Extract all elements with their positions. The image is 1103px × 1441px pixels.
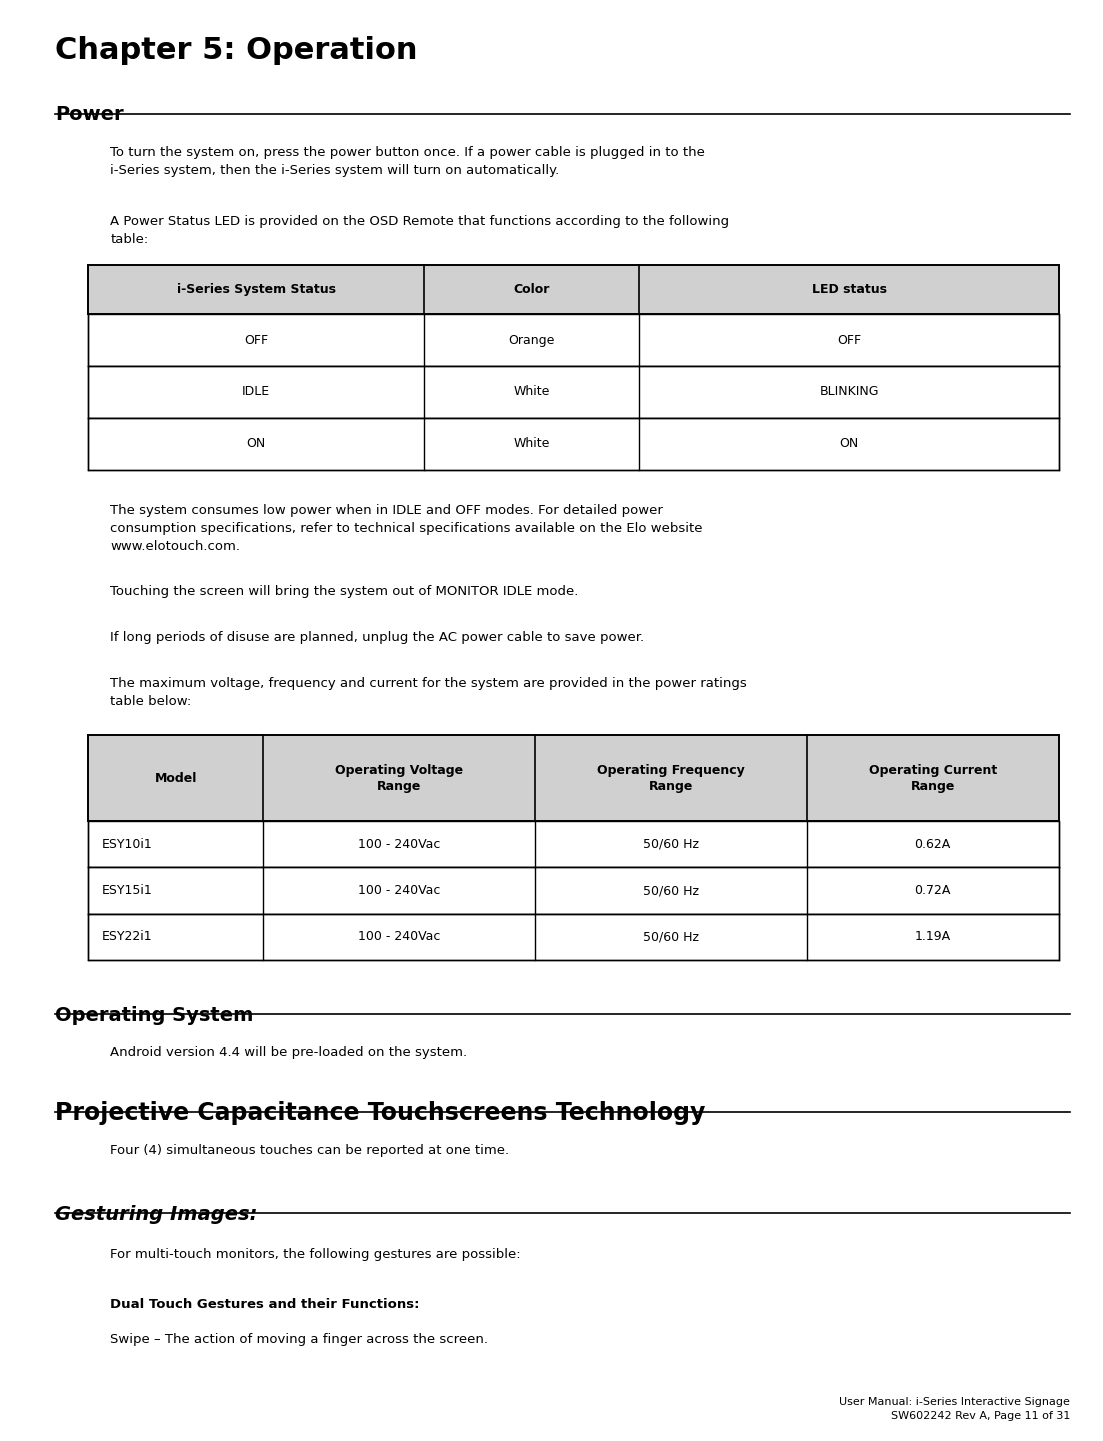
Bar (88, 735, 1059, 821)
Text: 100 - 240Vac: 100 - 240Vac (357, 883, 440, 898)
Text: Swipe – The action of moving a finger across the screen.: Swipe – The action of moving a finger ac… (110, 1333, 489, 1346)
Text: ESY10i1: ESY10i1 (101, 837, 152, 852)
Text: 50/60 Hz: 50/60 Hz (643, 929, 698, 944)
Text: 50/60 Hz: 50/60 Hz (643, 883, 698, 898)
Bar (88, 366, 1059, 418)
Text: Four (4) simultaneous touches can be reported at one time.: Four (4) simultaneous touches can be rep… (110, 1144, 510, 1157)
Text: ON: ON (246, 437, 266, 451)
Text: i-Series System Status: i-Series System Status (176, 282, 335, 297)
Text: Android version 4.4 will be pre-loaded on the system.: Android version 4.4 will be pre-loaded o… (110, 1046, 468, 1059)
Text: OFF: OFF (837, 333, 861, 347)
Text: For multi-touch monitors, the following gestures are possible:: For multi-touch monitors, the following … (110, 1248, 521, 1261)
Text: OFF: OFF (244, 333, 268, 347)
Text: White: White (513, 437, 549, 451)
Bar (88, 867, 1059, 914)
Text: ESY15i1: ESY15i1 (101, 883, 152, 898)
Text: Model: Model (154, 771, 196, 785)
Bar (88, 314, 1059, 366)
Bar (88, 265, 1059, 314)
Text: Power: Power (55, 105, 124, 124)
Text: ESY22i1: ESY22i1 (101, 929, 152, 944)
Text: ON: ON (839, 437, 859, 451)
Text: BLINKING: BLINKING (820, 385, 879, 399)
Text: Projective Capacitance Touchscreens Technology: Projective Capacitance Touchscreens Tech… (55, 1101, 706, 1125)
Text: 100 - 240Vac: 100 - 240Vac (357, 929, 440, 944)
Text: 1.19A: 1.19A (914, 929, 951, 944)
Text: IDLE: IDLE (242, 385, 270, 399)
Text: White: White (513, 385, 549, 399)
Text: 0.62A: 0.62A (914, 837, 951, 852)
Text: Orange: Orange (508, 333, 555, 347)
Text: Operating Current
Range: Operating Current Range (868, 764, 997, 793)
Text: Operating System: Operating System (55, 1006, 254, 1025)
Text: Gesturing Images:: Gesturing Images: (55, 1205, 257, 1223)
Text: Color: Color (513, 282, 549, 297)
Text: LED status: LED status (812, 282, 887, 297)
Text: Operating Voltage
Range: Operating Voltage Range (335, 764, 463, 793)
Text: The maximum voltage, frequency and current for the system are provided in the po: The maximum voltage, frequency and curre… (110, 677, 747, 709)
Text: User Manual: i-Series Interactive Signage
SW602242 Rev A, Page 11 of 31: User Manual: i-Series Interactive Signag… (839, 1396, 1070, 1421)
Text: Operating Frequency
Range: Operating Frequency Range (597, 764, 745, 793)
Bar (88, 418, 1059, 470)
Text: 0.72A: 0.72A (914, 883, 951, 898)
Bar (88, 914, 1059, 960)
Text: Touching the screen will bring the system out of MONITOR IDLE mode.: Touching the screen will bring the syste… (110, 585, 579, 598)
Text: The system consumes low power when in IDLE and OFF modes. For detailed power
con: The system consumes low power when in ID… (110, 504, 703, 553)
Text: To turn the system on, press the power button once. If a power cable is plugged : To turn the system on, press the power b… (110, 146, 705, 177)
Text: If long periods of disuse are planned, unplug the AC power cable to save power.: If long periods of disuse are planned, u… (110, 631, 644, 644)
Text: Dual Touch Gestures and their Functions:: Dual Touch Gestures and their Functions: (110, 1298, 420, 1311)
Text: 100 - 240Vac: 100 - 240Vac (357, 837, 440, 852)
Text: Chapter 5: Operation: Chapter 5: Operation (55, 36, 418, 65)
Text: 50/60 Hz: 50/60 Hz (643, 837, 698, 852)
Bar (88, 821, 1059, 867)
Text: A Power Status LED is provided on the OSD Remote that functions according to the: A Power Status LED is provided on the OS… (110, 215, 729, 246)
